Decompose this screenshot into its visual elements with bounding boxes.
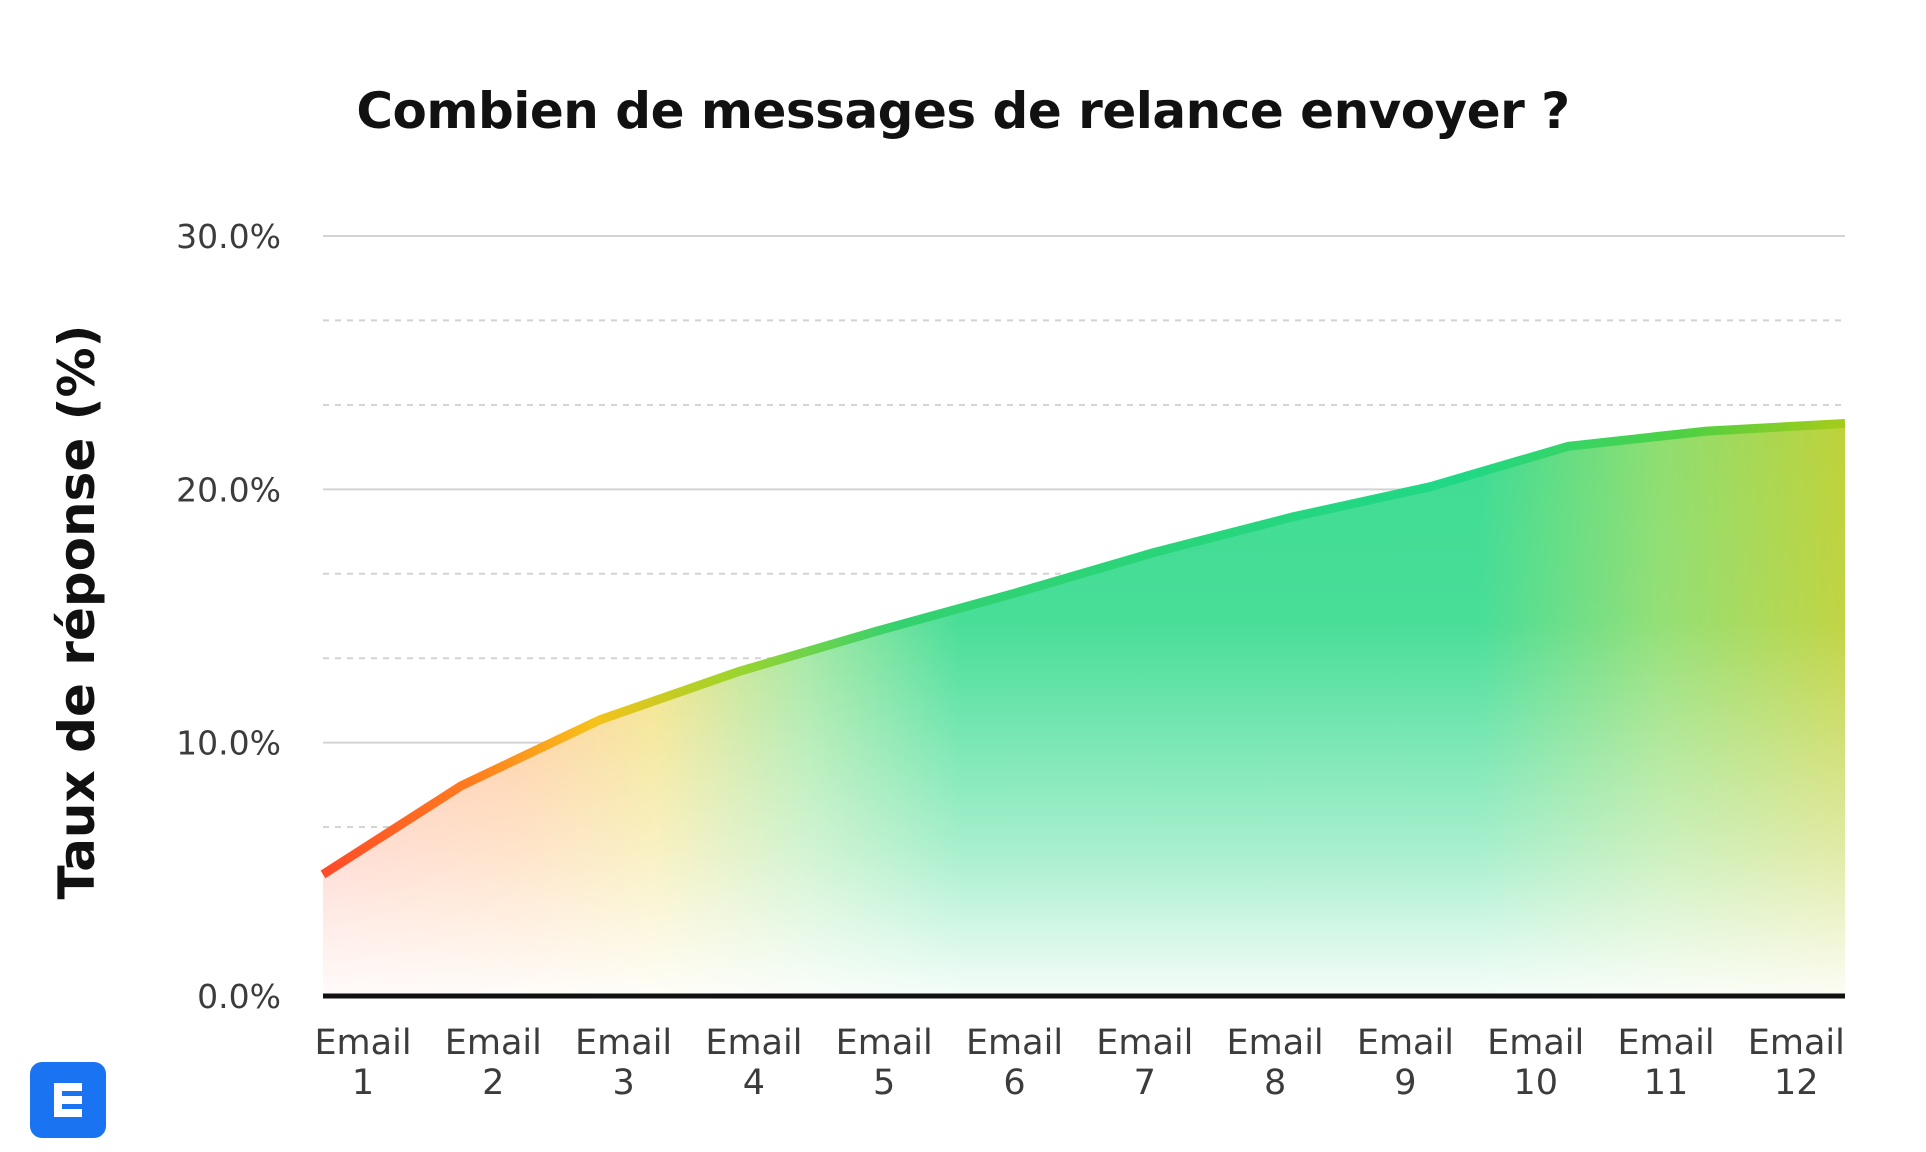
x-tick-label: Email 12 [1748,1023,1845,1103]
x-tick-label: Email 8 [1227,1023,1324,1103]
x-tick-label: Email 6 [966,1023,1063,1103]
x-tick-label: Email 5 [836,1023,933,1103]
logo-badge [30,1062,106,1138]
x-tick-label: Email 3 [575,1023,672,1103]
x-tick-label: Email 4 [705,1023,802,1103]
series-line [320,419,1846,879]
x-tick-label: Email 2 [445,1023,542,1103]
x-tick-label: Email 10 [1487,1023,1584,1103]
y-tick-label: 30.0% [176,217,281,256]
logo-e-icon [54,1083,82,1117]
x-tick-label: Email 11 [1617,1023,1714,1103]
x-tick-label: Email 9 [1357,1023,1454,1103]
x-tick-label: Email 1 [314,1023,411,1103]
y-axis-label: Taux de réponse (%) [48,325,106,900]
y-tick-label: 0.0% [197,977,281,1016]
y-tick-label: 10.0% [176,724,281,763]
x-tick-label: Email 7 [1096,1023,1193,1103]
chart-title: Combien de messages de relance envoyer ? [356,82,1570,140]
area-fade [323,423,1845,996]
y-tick-label: 20.0% [176,470,281,509]
